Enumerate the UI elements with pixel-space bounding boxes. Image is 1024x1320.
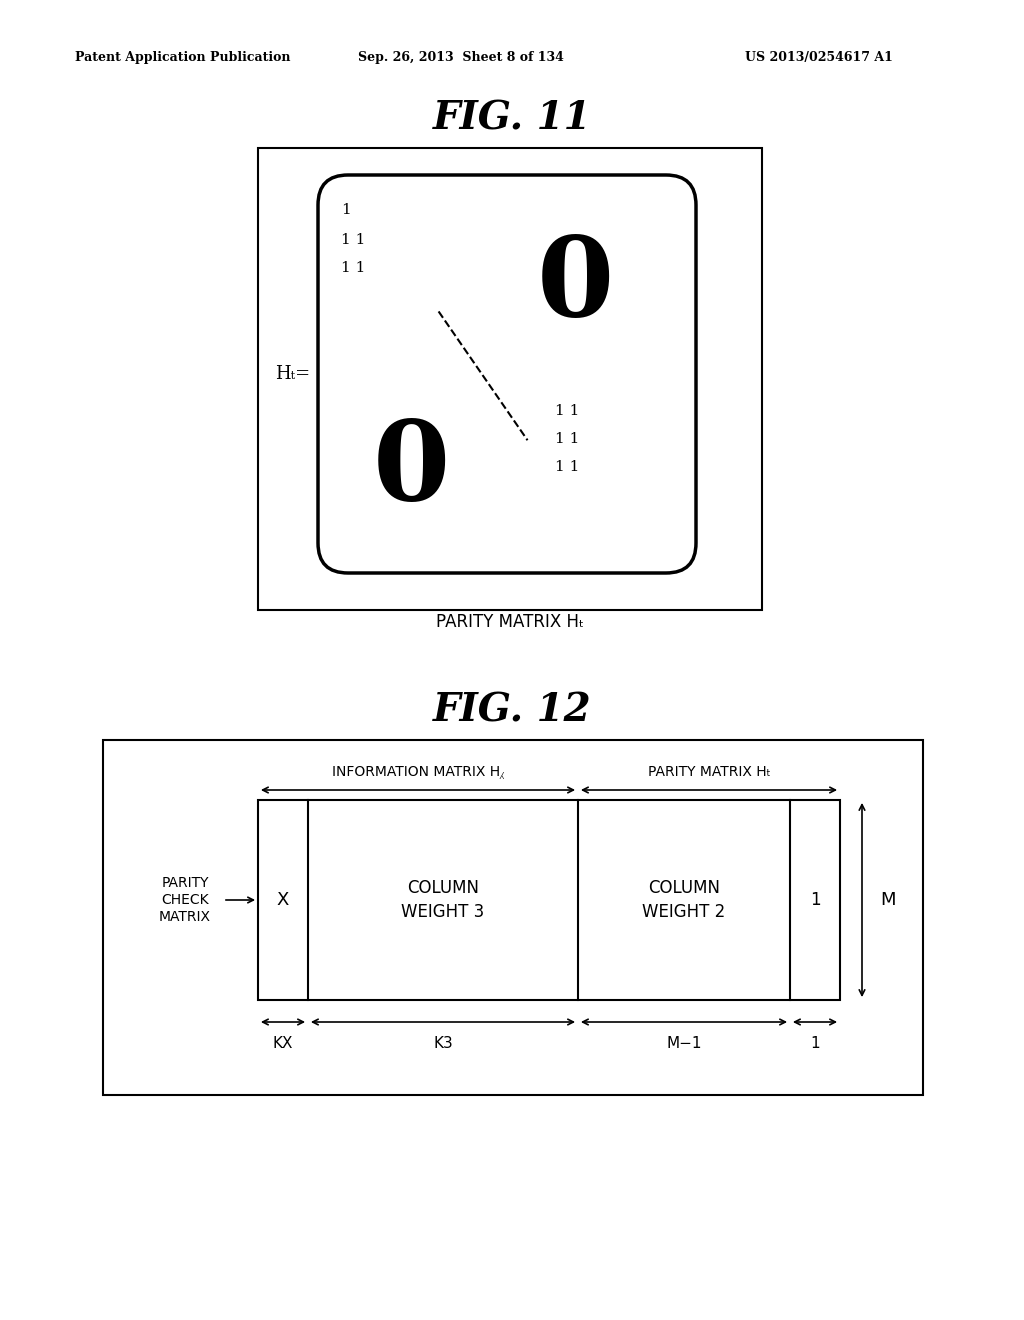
Text: 1: 1 xyxy=(341,203,351,216)
FancyBboxPatch shape xyxy=(103,741,923,1096)
Text: PARITY MATRIX Hₜ: PARITY MATRIX Hₜ xyxy=(647,766,770,779)
Text: 1 1: 1 1 xyxy=(341,234,366,247)
Text: 1 1: 1 1 xyxy=(555,432,580,446)
Text: X: X xyxy=(276,891,289,909)
FancyBboxPatch shape xyxy=(318,176,696,573)
Text: US 2013/0254617 A1: US 2013/0254617 A1 xyxy=(745,51,893,65)
Text: 1 1: 1 1 xyxy=(341,261,366,275)
Text: 0: 0 xyxy=(537,232,614,339)
Text: Hₜ=: Hₜ= xyxy=(274,366,310,383)
Text: COLUMN
WEIGHT 2: COLUMN WEIGHT 2 xyxy=(642,879,726,921)
Text: COLUMN
WEIGHT 3: COLUMN WEIGHT 3 xyxy=(401,879,484,921)
Text: KX: KX xyxy=(272,1036,293,1052)
Text: FIG. 12: FIG. 12 xyxy=(433,690,591,729)
Text: PARITY
CHECK
MATRIX: PARITY CHECK MATRIX xyxy=(159,875,211,924)
Text: 1: 1 xyxy=(810,891,820,909)
Text: Patent Application Publication: Patent Application Publication xyxy=(75,51,291,65)
FancyBboxPatch shape xyxy=(258,800,840,1001)
Text: PARITY MATRIX Hₜ: PARITY MATRIX Hₜ xyxy=(436,612,584,631)
Text: M−1: M−1 xyxy=(667,1036,701,1052)
Text: M: M xyxy=(880,891,896,909)
Text: INFORMATION MATRIX H⁁: INFORMATION MATRIX H⁁ xyxy=(332,766,504,779)
Text: 1 1: 1 1 xyxy=(555,459,580,474)
Text: K3: K3 xyxy=(433,1036,453,1052)
Text: 1 1: 1 1 xyxy=(555,404,580,418)
Text: 0: 0 xyxy=(373,416,450,523)
Text: FIG. 11: FIG. 11 xyxy=(433,99,591,137)
FancyBboxPatch shape xyxy=(258,148,762,610)
Text: Sep. 26, 2013  Sheet 8 of 134: Sep. 26, 2013 Sheet 8 of 134 xyxy=(358,51,564,65)
Text: 1: 1 xyxy=(810,1036,820,1052)
